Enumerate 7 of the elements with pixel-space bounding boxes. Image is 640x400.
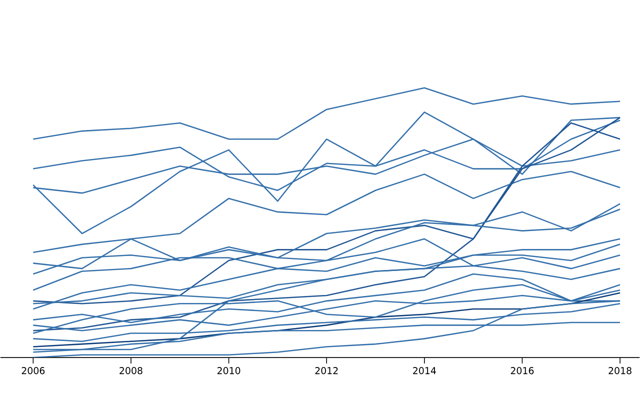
x-tick-label: 2016 [510, 367, 534, 374]
x-tick-label: 2018 [608, 367, 632, 374]
x-tick-label: 2014 [413, 367, 436, 374]
x-tick-label: 2010 [217, 367, 240, 374]
x-tick-label: 2008 [120, 367, 142, 374]
x-tick-label: 2006 [22, 367, 45, 374]
x-tick-label: 2012 [315, 367, 338, 374]
